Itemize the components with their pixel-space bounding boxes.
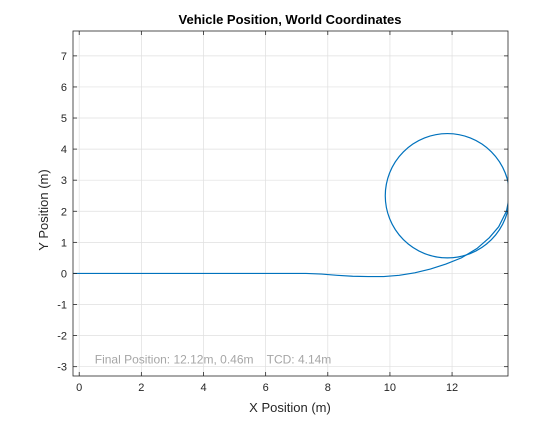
y-tick-label: -3: [57, 362, 67, 374]
y-tick-label: 0: [61, 268, 67, 280]
y-tick-label: 3: [61, 175, 67, 187]
y-tick-label: 7: [61, 51, 67, 63]
y-tick-label: 1: [61, 237, 67, 249]
x-axis-label: X Position (m): [249, 400, 331, 415]
y-tick-label: -2: [57, 331, 67, 343]
y-axis-label: Y Position (m): [36, 169, 51, 250]
y-tick-label: 2: [61, 206, 67, 218]
y-tick-label: 6: [61, 82, 67, 94]
y-tick-label: -1: [57, 300, 67, 312]
x-tick-label: 2: [138, 382, 144, 394]
annotation-text: Final Position: 12.12m, 0.46m TCD: 4.14m: [95, 353, 332, 367]
y-tick-label: 5: [61, 113, 67, 125]
x-tick-label: 12: [446, 382, 458, 394]
grid: [73, 31, 508, 376]
x-tick-label: 6: [263, 382, 269, 394]
trajectory-line: [73, 200, 508, 278]
x-tick-label: 10: [384, 382, 396, 394]
turning-circle: [384, 132, 508, 259]
plot-area: [73, 132, 508, 278]
x-tick-label: 0: [76, 382, 82, 394]
chart-title: Vehicle Position, World Coordinates: [179, 12, 402, 27]
x-tick-label: 4: [200, 382, 206, 394]
x-tick-label: 8: [325, 382, 331, 394]
axes-box: [72, 30, 509, 377]
y-tick-label: 4: [61, 144, 67, 156]
